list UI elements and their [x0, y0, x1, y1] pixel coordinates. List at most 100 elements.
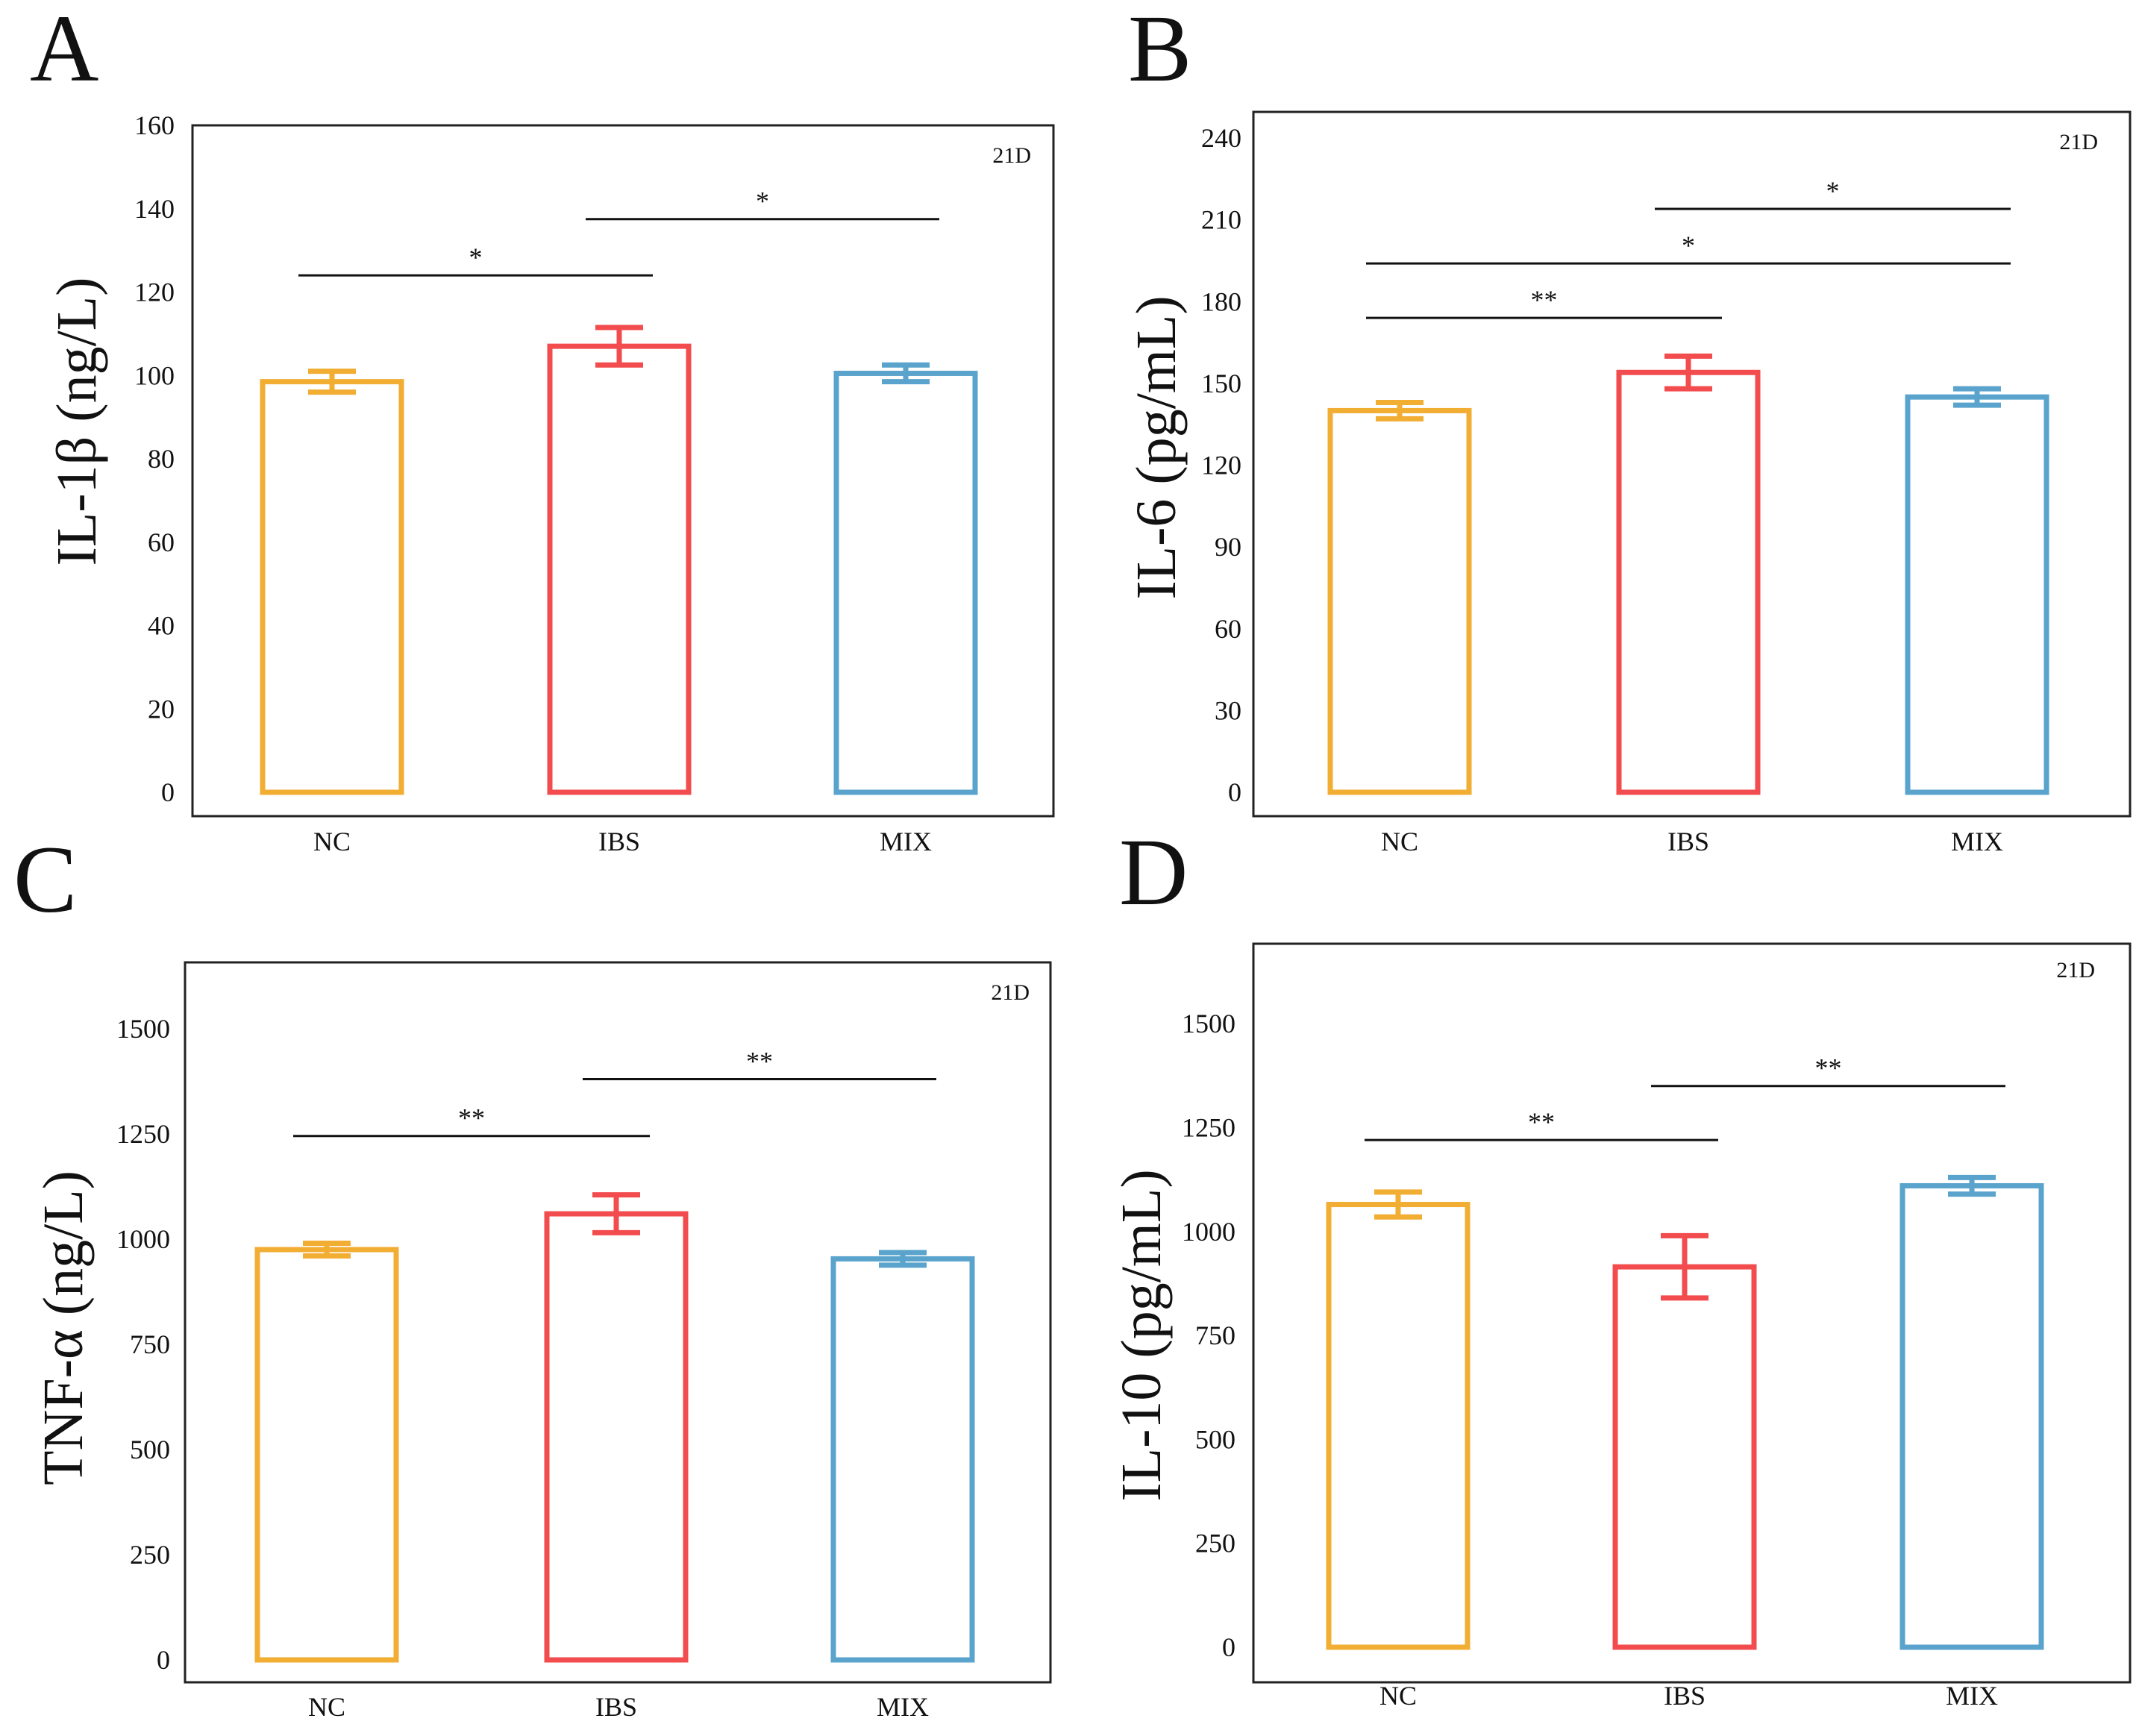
significance-label: **: [458, 1103, 485, 1133]
error-bar-ibs: [592, 1192, 640, 1235]
y-tick-label: 0: [1228, 777, 1241, 807]
y-tick-label: 30: [1215, 695, 1241, 725]
bar-ibs: [1612, 1264, 1757, 1650]
error-bar-mix: [1953, 386, 2001, 408]
timepoint-tag: 21D: [2056, 958, 2095, 983]
panel-letter: B: [1128, 0, 1191, 101]
significance-label: *: [756, 187, 769, 216]
x-tick-label: MIX: [1946, 1681, 1998, 1711]
error-bar-ibs: [1664, 353, 1712, 392]
significance-label: **: [1815, 1053, 1842, 1083]
timepoint-tag: 21D: [992, 143, 1031, 168]
bar-nc: [1326, 1202, 1471, 1650]
timepoint-tag: 21D: [2059, 130, 2098, 154]
bar-nc: [254, 1247, 399, 1663]
error-bar-nc: [308, 369, 356, 395]
x-tick-label: IBS: [595, 1692, 637, 1722]
significance-bracket: **: [1366, 285, 1722, 319]
error-bar-nc: [303, 1241, 351, 1259]
y-axis-label: IL-6 (pg/mL): [1125, 295, 1188, 599]
significance-label: **: [746, 1047, 773, 1077]
significance-label: **: [1531, 285, 1558, 315]
y-tick-label: 250: [130, 1540, 170, 1570]
plot-frame: [1252, 110, 2132, 818]
y-tick-label: 90: [1215, 532, 1241, 562]
y-tick-label: 20: [148, 694, 175, 724]
y-tick-label: 240: [1201, 123, 1241, 153]
error-bar-nc: [1374, 1189, 1422, 1220]
y-tick-label: 0: [157, 1645, 170, 1675]
significance-bracket: *: [1366, 231, 2011, 265]
y-tick-label: 100: [134, 360, 175, 390]
x-tick-label: MIX: [880, 827, 932, 856]
y-tick-label: 140: [134, 194, 175, 224]
x-tick-label: MIX: [1951, 827, 2003, 856]
y-tick-label: 0: [1222, 1632, 1235, 1662]
x-tick-label: NC: [313, 827, 351, 856]
y-tick-label: 40: [148, 611, 175, 641]
y-tick-label: 80: [148, 444, 175, 474]
y-axis-label: IL-10 (pg/mL): [1110, 1169, 1173, 1501]
significance-label: **: [1528, 1107, 1555, 1137]
error-bar-mix: [879, 1250, 927, 1268]
plot-frame: [1252, 942, 2132, 1684]
x-tick-label: MIX: [877, 1692, 929, 1722]
y-tick-label: 210: [1201, 205, 1241, 235]
y-tick-label: 1250: [1182, 1112, 1235, 1142]
y-tick-label: 500: [130, 1435, 170, 1464]
panel-letter: D: [1119, 819, 1188, 925]
y-tick-label: 120: [1201, 451, 1241, 480]
panel-b: B 21D IL-6 (pg/mL) 0 30 60 90 120 150 180 210 240 NC…: [1125, 0, 2132, 856]
error-bar-nc: [1376, 399, 1424, 422]
y-tick-label: 1500: [116, 1014, 170, 1044]
y-tick-label: 500: [1195, 1424, 1235, 1454]
bar-mix: [1905, 394, 2049, 795]
y-tick-label: 750: [130, 1329, 170, 1359]
x-tick-label: NC: [1379, 1681, 1417, 1711]
bar-mix: [1899, 1182, 2044, 1650]
plot-frame: [184, 961, 1052, 1684]
bar-ibs: [1616, 369, 1761, 795]
significance-bracket: **: [583, 1047, 936, 1081]
panel-letter: C: [13, 827, 77, 933]
significance-bracket: **: [1365, 1107, 1718, 1141]
bar-mix: [833, 370, 978, 795]
y-tick-label: 1500: [1182, 1009, 1235, 1038]
y-tick-label: 1000: [1182, 1217, 1235, 1247]
y-tick-label: 60: [1215, 614, 1241, 644]
y-tick-label: 0: [161, 777, 175, 807]
bar-mix: [830, 1256, 975, 1663]
bar-ibs: [547, 343, 692, 795]
timepoint-tag: 21D: [991, 980, 1030, 1005]
y-tick-label: 1250: [116, 1119, 170, 1149]
y-tick-label: 1000: [116, 1224, 170, 1254]
y-tick-label: 120: [134, 278, 175, 307]
error-bar-ibs: [595, 325, 643, 368]
y-tick-label: 180: [1201, 286, 1241, 316]
x-tick-label: IBS: [598, 827, 640, 856]
x-tick-label: NC: [308, 1692, 345, 1722]
x-tick-label: NC: [1381, 827, 1418, 856]
bar-nc: [1327, 407, 1472, 795]
significance-label: *: [1682, 231, 1695, 260]
error-bar-mix: [882, 362, 930, 385]
significance-bracket: **: [293, 1103, 650, 1138]
panel-c: C 21D TNF-α (ng/L) 0 250 500 750 1000 1250 1500 NC…: [13, 827, 1052, 1722]
significance-label: *: [469, 242, 483, 272]
significance-bracket: *: [298, 242, 653, 277]
panel-letter: A: [30, 0, 98, 101]
error-bar-ibs: [1661, 1232, 1709, 1301]
y-tick-label: 750: [1195, 1320, 1235, 1350]
significance-bracket: **: [1651, 1053, 2005, 1088]
bar-ibs: [544, 1211, 689, 1663]
significance-bracket: *: [1655, 176, 2011, 210]
error-bar-mix: [1948, 1174, 1996, 1197]
x-tick-label: IBS: [1667, 827, 1709, 856]
y-tick-label: 160: [134, 110, 175, 140]
y-axis-label: IL-1β (ng/L): [46, 278, 108, 566]
panel-d: D 21D IL-10 (pg/mL) 0 250 500 750 1000 1250 1500 N…: [1110, 819, 2132, 1711]
plot-frame: [191, 124, 1055, 818]
y-tick-label: 250: [1195, 1529, 1235, 1558]
y-tick-label: 60: [148, 527, 175, 557]
